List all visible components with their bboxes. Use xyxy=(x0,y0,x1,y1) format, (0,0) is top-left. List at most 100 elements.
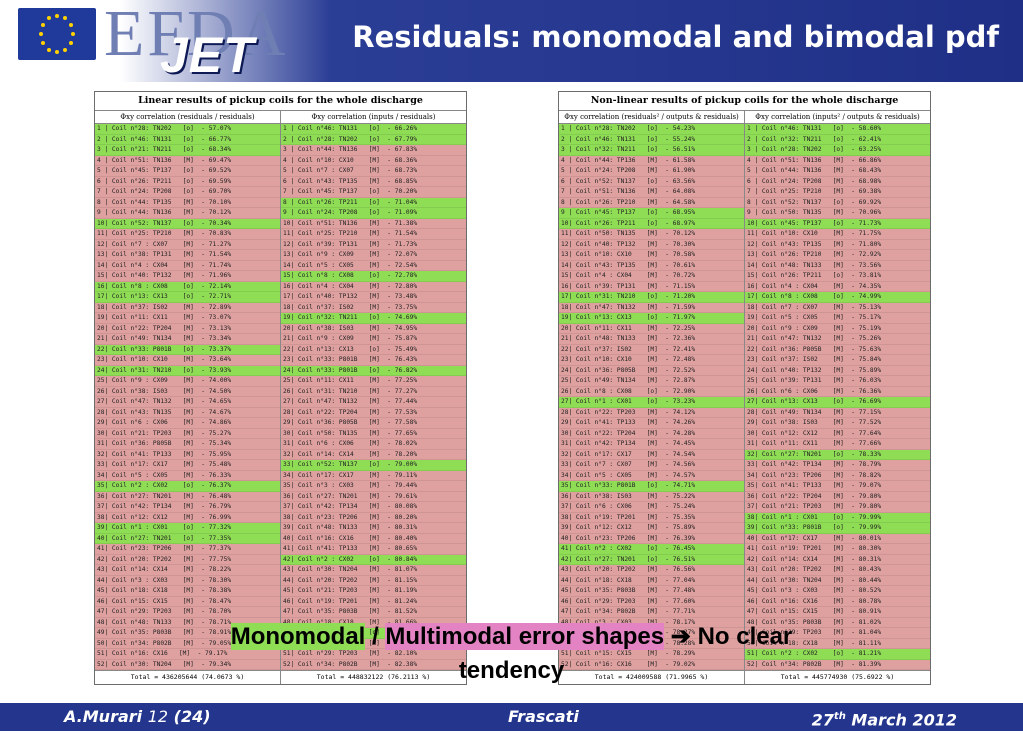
table-row: 6 | Coil n°26: TP211 [o] - 69.59% xyxy=(95,176,280,187)
table-title: Non-linear results of pickup coils for t… xyxy=(559,92,930,111)
table-row: 47| Coil n°35: P803B [M] - 81.52% xyxy=(281,607,466,618)
date-month-year: March 2012 xyxy=(851,710,957,730)
table-row: 11| Coil n°25: TP210 [M] - 70.83% xyxy=(95,229,280,240)
table-row: 10| Coil n°52: TN137 [o] - 70.34% xyxy=(95,218,280,229)
table-row: 18| Coil n°7 : CX07 [M] - 75.13% xyxy=(745,302,930,313)
table-row: 15| Coil n°8 : CX08 [o] - 72.78% xyxy=(281,271,466,282)
table-row: 28| Coil n°49: TN134 [M] - 77.15% xyxy=(745,407,930,418)
arrow-icon: ➔ xyxy=(670,623,691,650)
table-row: 51| Coil n°16: CX16 [M] - 79.17% xyxy=(95,649,280,660)
table-row: 8 | Coil n°44: TP135 [M] - 70.10% xyxy=(95,197,280,208)
table-title: Linear results of pickup coils for the w… xyxy=(95,92,466,111)
table-row: 20| Coil n°9 : CX09 [M] - 75.19% xyxy=(745,323,930,334)
table-row: 44| Coil n°20: TP202 [M] - 81.15% xyxy=(281,575,466,586)
table-row: 46| Coil n°16: CX16 [M] - 80.78% xyxy=(745,596,930,607)
table-row: 17| Coil n°31: TN210 [o] - 71.20% xyxy=(559,292,744,303)
table-row: 2 | Coil n°28: TN202 [o] - 67.79% xyxy=(281,134,466,145)
table-row: 30| Coil n°50: TN135 [M] - 77.65% xyxy=(281,428,466,439)
table-row: 22| Coil n°36: P805B [M] - 75.63% xyxy=(745,344,930,355)
table-row: 26| Coil n°38: IS03 [M] - 74.50% xyxy=(95,386,280,397)
table-row: 47| Coil n°15: CX15 [M] - 80.91% xyxy=(745,607,930,618)
table-row: 13| Coil n°9 : CX09 [M] - 72.07% xyxy=(281,250,466,261)
table-row: 27| Coil n°47: TN132 [M] - 77.44% xyxy=(281,397,466,408)
table-row: 36| Coil n°38: IS03 [M] - 75.22% xyxy=(559,491,744,502)
table-row: 31| Coil n°36: P805B [M] - 75.34% xyxy=(95,439,280,450)
table-row: 7 | Coil n°45: TP137 [o] - 70.20% xyxy=(281,187,466,198)
table-row: 47| Coil n°34: P802B [M] - 77.71% xyxy=(559,607,744,618)
footer-location: Frascati xyxy=(508,707,579,726)
table-row: 37| Coil n°21: TP203 [M] - 79.80% xyxy=(745,502,930,513)
table-row: 42| Coil n°2 : CX02 [o] - 80.84% xyxy=(281,554,466,565)
table-row: 23| Coil n°37: IS02 [M] - 75.84% xyxy=(745,355,930,366)
inputs-column: 1 | Coil n°46: TN131 [o] - 66.26% 2 | Coi… xyxy=(280,124,466,670)
table-row: 33| Coil n°7 : CX07 [M] - 74.56% xyxy=(559,460,744,471)
table-row: 38| Coil n°12: CX12 [M] - 76.99% xyxy=(95,512,280,523)
table-row: 11| Coil n°10: CX10 [M] - 71.75% xyxy=(745,229,930,240)
date-day: 27 xyxy=(811,710,834,730)
multimodal-label: Multimodal error shapes xyxy=(385,623,665,650)
table-row: 27| Coil n°47: TN132 [M] - 74.65% xyxy=(95,397,280,408)
table-row: 21| Coil n°49: TN134 [M] - 73.34% xyxy=(95,334,280,345)
table-row: 40| Coil n°17: CX17 [M] - 80.01% xyxy=(745,533,930,544)
table-row: 17| Coil n°13: CX13 [o] - 72.71% xyxy=(95,292,280,303)
table-row: 5 | Coil n°45: TP137 [o] - 69.52% xyxy=(95,166,280,177)
table-row: 16| Coil n°39: TP131 [M] - 71.15% xyxy=(559,281,744,292)
table-row: 44| Coil n°3 : CX03 [M] - 78.30% xyxy=(95,575,280,586)
column-header: Φxy correlation (inputs² / outputs & res… xyxy=(744,111,930,123)
caption-conclusion-line2: tendency xyxy=(458,657,565,684)
table-row: 18| Coil n°47: TN132 [M] - 71.59% xyxy=(559,302,744,313)
table-row: 2 | Coil n°46: TN131 [o] - 55.24% xyxy=(559,134,744,145)
table-row: 17| Coil n°40: TP132 [M] - 73.48% xyxy=(281,292,466,303)
table-row: 30| Coil n°21: TP203 [M] - 75.27% xyxy=(95,428,280,439)
footer-date: 27th March 2012 xyxy=(812,703,957,734)
table-row: 40| Coil n°27: TN201 [o] - 77.35% xyxy=(95,533,280,544)
table-row: 12| Coil n°39: TP131 [M] - 71.73% xyxy=(281,239,466,250)
date-suffix: th xyxy=(833,711,846,722)
table-row: 22| Coil n°13: CX13 [o] - 75.49% xyxy=(281,344,466,355)
column-header: Φxy correlation (residuals / residuals) xyxy=(120,113,255,121)
table-row: 52| Coil n°34: P802B [M] - 81.39% xyxy=(745,659,930,670)
total-cell: Total = 445774930 (75.6922 %) xyxy=(744,671,930,684)
residuals-column: 1 | Coil n°28: TN202 [o] - 54.23% 2 | Coi… xyxy=(559,124,744,670)
table-row: 30| Coil n°22: TP204 [M] - 74.28% xyxy=(559,428,744,439)
table-row: 31| Coil n°6 : CX06 [M] - 78.02% xyxy=(281,439,466,450)
table-row: 45| Coil n°3 : CX03 [M] - 80.52% xyxy=(745,586,930,597)
table-row: 24| Coil n°40: TP132 [M] - 75.89% xyxy=(745,365,930,376)
table-row: 36| Coil n°22: TP204 [M] - 79.80% xyxy=(745,491,930,502)
table-row: 42| Coil n°27: TN201 [o] - 76.51% xyxy=(559,554,744,565)
table-row: 41| Coil n°23: TP206 [M] - 77.37% xyxy=(95,544,280,555)
table-row: 52| Coil n°16: CX16 [M] - 79.02% xyxy=(559,659,744,670)
table-row: 15| Coil n°26: TP211 [o] - 73.81% xyxy=(745,271,930,282)
table-row: 39| Coil n°33: P801B [o] - 79.99% xyxy=(745,523,930,534)
table-row: 23| Coil n°33: P801B [M] - 76.43% xyxy=(281,355,466,366)
table-row: 34| Coil n°17: CX17 [M] - 79.11% xyxy=(281,470,466,481)
table-row: 19| Coil n°32: TN211 [o] - 74.69% xyxy=(281,313,466,324)
table-row: 3 | Coil n°32: TN211 [o] - 56.51% xyxy=(559,145,744,156)
table-row: 10| Coil n°45: TP137 [o] - 71.73% xyxy=(745,218,930,229)
footer-author: A.Murari 12 (24) xyxy=(64,703,211,731)
table-row: 18| Coil n°37: IS02 [M] - 73.75% xyxy=(281,302,466,313)
table-row: 9 | Coil n°44: TN136 [M] - 70.12% xyxy=(95,208,280,219)
table-row: 24| Coil n°36: P805B [M] - 72.52% xyxy=(559,365,744,376)
table-row: 43| Coil n°20: TP202 [M] - 80.43% xyxy=(745,565,930,576)
table-row: 29| Coil n°6 : CX06 [M] - 74.86% xyxy=(95,418,280,429)
table-row: 7 | Coil n°25: TP210 [M] - 69.38% xyxy=(745,187,930,198)
table-row: 14| Coil n°5 : CX05 [M] - 72.54% xyxy=(281,260,466,271)
table-row: 34| Coil n°5 : CX05 [M] - 74.57% xyxy=(559,470,744,481)
inputs-column: 1 | Coil n°46: TN131 [o] - 58.60% 2 | Coi… xyxy=(744,124,930,670)
table-row: 6 | Coil n°52: TN137 [o] - 63.56% xyxy=(559,176,744,187)
table-row: 46| Coil n°29: TP203 [M] - 77.60% xyxy=(559,596,744,607)
caption-separator: / xyxy=(365,623,386,650)
caption-conclusion: No clear xyxy=(697,623,793,650)
table-row: 28| Coil n°43: TN135 [M] - 74.67% xyxy=(95,407,280,418)
table-row: 52| Coil n°30: TN204 [M] - 79.34% xyxy=(95,659,280,670)
table-row: 4 | Coil n°51: TN136 [M] - 69.47% xyxy=(95,155,280,166)
slide-footer: A.Murari 12 (24) Frascati 27th March 201… xyxy=(0,703,1023,731)
table-row: 43| Coil n°14: CX14 [M] - 78.22% xyxy=(95,565,280,576)
slide-caption: Monomodal / Multimodal error shapes ➔ No… xyxy=(0,620,1023,688)
table-row: 6 | Coil n°24: TP208 [M] - 68.98% xyxy=(745,176,930,187)
table-row: 3 | Coil n°44: TN136 [M] - 67.83% xyxy=(281,145,466,156)
table-row: 19| Coil n°11: CX11 [M] - 73.07% xyxy=(95,313,280,324)
table-row: 35| Coil n°33: P801B [o] - 74.71% xyxy=(559,481,744,492)
table-row: 37| Coil n°42: TP134 [M] - 76.79% xyxy=(95,502,280,513)
